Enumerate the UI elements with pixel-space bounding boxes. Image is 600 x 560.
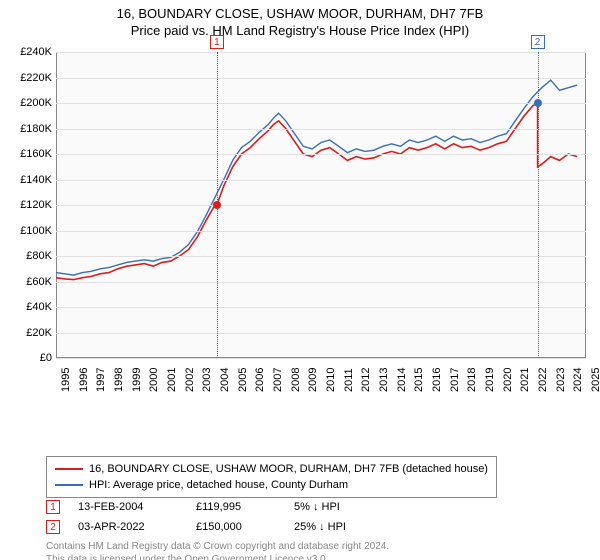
grid-y xyxy=(56,358,586,359)
chart-subtitle: Price paid vs. HM Land Registry's House … xyxy=(0,23,600,38)
ytick-label: £40K xyxy=(10,301,52,313)
footer-line1: Contains HM Land Registry data © Crown c… xyxy=(46,540,389,553)
series-line-hpi xyxy=(56,80,577,275)
ytick-label: £100K xyxy=(10,225,52,237)
event-date: 13-FEB-2004 xyxy=(78,501,178,513)
xtick-label: 2003 xyxy=(201,368,213,392)
grid-y xyxy=(56,205,586,206)
ytick-label: £200K xyxy=(10,97,52,109)
xtick-label: 2024 xyxy=(572,368,584,392)
xtick-label: 2012 xyxy=(360,368,372,392)
xtick-label: 2010 xyxy=(325,368,337,392)
legend-label: HPI: Average price, detached house, Coun… xyxy=(89,479,348,491)
event-dot-1 xyxy=(213,201,221,209)
event-num-box: 1 xyxy=(46,500,60,514)
xtick-label: 2008 xyxy=(290,368,302,392)
xtick-label: 2009 xyxy=(307,368,319,392)
event-price: £150,000 xyxy=(196,521,276,533)
grid-y xyxy=(56,231,586,232)
xtick-label: 2017 xyxy=(449,368,461,392)
event-pct: 25% ↓ HPI xyxy=(294,521,404,533)
xtick-label: 2018 xyxy=(466,368,478,392)
chart-container: { "header": { "title": "16, BOUNDARY CLO… xyxy=(0,6,600,560)
ytick-label: £180K xyxy=(10,123,52,135)
event-pct: 5% ↓ HPI xyxy=(294,501,404,513)
xtick-label: 2004 xyxy=(219,368,231,392)
xtick-label: 1998 xyxy=(113,368,125,392)
event-marker-box-2: 2 xyxy=(531,35,545,49)
xtick-label: 2007 xyxy=(272,368,284,392)
legend-swatch xyxy=(55,484,83,486)
xtick-label: 2025 xyxy=(590,368,600,392)
grid-y xyxy=(56,154,586,155)
grid-y xyxy=(56,282,586,283)
grid-y xyxy=(56,78,586,79)
grid-y xyxy=(56,103,586,104)
event-row: 1 13-FEB-2004 £119,995 5% ↓ HPI xyxy=(46,500,404,514)
xtick-label: 2000 xyxy=(148,368,160,392)
xtick-label: 2013 xyxy=(378,368,390,392)
footer-line2: This data is licensed under the Open Gov… xyxy=(46,553,389,560)
xtick-label: 2019 xyxy=(484,368,496,392)
legend: 16, BOUNDARY CLOSE, USHAW MOOR, DURHAM, … xyxy=(46,456,497,498)
ytick-label: £140K xyxy=(10,174,52,186)
event-price: £119,995 xyxy=(196,501,276,513)
ytick-label: £220K xyxy=(10,72,52,84)
xtick-label: 1997 xyxy=(95,368,107,392)
legend-item: HPI: Average price, detached house, Coun… xyxy=(55,477,488,493)
event-marker-box-1: 1 xyxy=(210,35,224,49)
grid-y xyxy=(56,256,586,257)
ytick-label: £240K xyxy=(10,46,52,58)
xtick-label: 2001 xyxy=(166,368,178,392)
event-dot-2 xyxy=(534,99,542,107)
xtick-label: 1996 xyxy=(78,368,90,392)
chart-area: £0 £20K £40K £60K £80K £100K £120K £140K £160K £1… xyxy=(10,52,590,412)
grid-y xyxy=(56,180,586,181)
event-num-box: 2 xyxy=(46,520,60,534)
xtick-label: 1999 xyxy=(131,368,143,392)
event-row: 2 03-APR-2022 £150,000 25% ↓ HPI xyxy=(46,520,404,534)
ytick-label: £60K xyxy=(10,276,52,288)
ytick-label: £80K xyxy=(10,250,52,262)
xtick-label: 2016 xyxy=(431,368,443,392)
ytick-label: £120K xyxy=(10,199,52,211)
xtick-label: 2002 xyxy=(184,368,196,392)
footer-text: Contains HM Land Registry data © Crown c… xyxy=(46,540,389,560)
xtick-label: 2011 xyxy=(343,368,355,392)
grid-y xyxy=(56,129,586,130)
chart-title: 16, BOUNDARY CLOSE, USHAW MOOR, DURHAM, … xyxy=(0,6,600,21)
grid-y xyxy=(56,52,586,53)
ytick-label: £160K xyxy=(10,148,52,160)
legend-label: 16, BOUNDARY CLOSE, USHAW MOOR, DURHAM, … xyxy=(89,463,488,475)
xtick-label: 2020 xyxy=(502,368,514,392)
xtick-label: 2006 xyxy=(254,368,266,392)
xtick-label: 2005 xyxy=(237,368,249,392)
events-table: 1 13-FEB-2004 £119,995 5% ↓ HPI 2 03-APR-2022… xyxy=(46,500,404,540)
xtick-label: 2014 xyxy=(396,368,408,392)
xtick-label: 1995 xyxy=(60,368,72,392)
ytick-label: £20K xyxy=(10,327,52,339)
xtick-label: 2015 xyxy=(413,368,425,392)
ytick-label: £0 xyxy=(10,352,52,364)
xtick-label: 2021 xyxy=(519,368,531,392)
xtick-label: 2022 xyxy=(537,368,549,392)
event-date: 03-APR-2022 xyxy=(78,521,178,533)
grid-y xyxy=(56,333,586,334)
legend-item: 16, BOUNDARY CLOSE, USHAW MOOR, DURHAM, … xyxy=(55,461,488,477)
event-vline-2 xyxy=(538,52,539,358)
xtick-label: 2023 xyxy=(555,368,567,392)
grid-y xyxy=(56,307,586,308)
legend-swatch xyxy=(55,468,83,470)
